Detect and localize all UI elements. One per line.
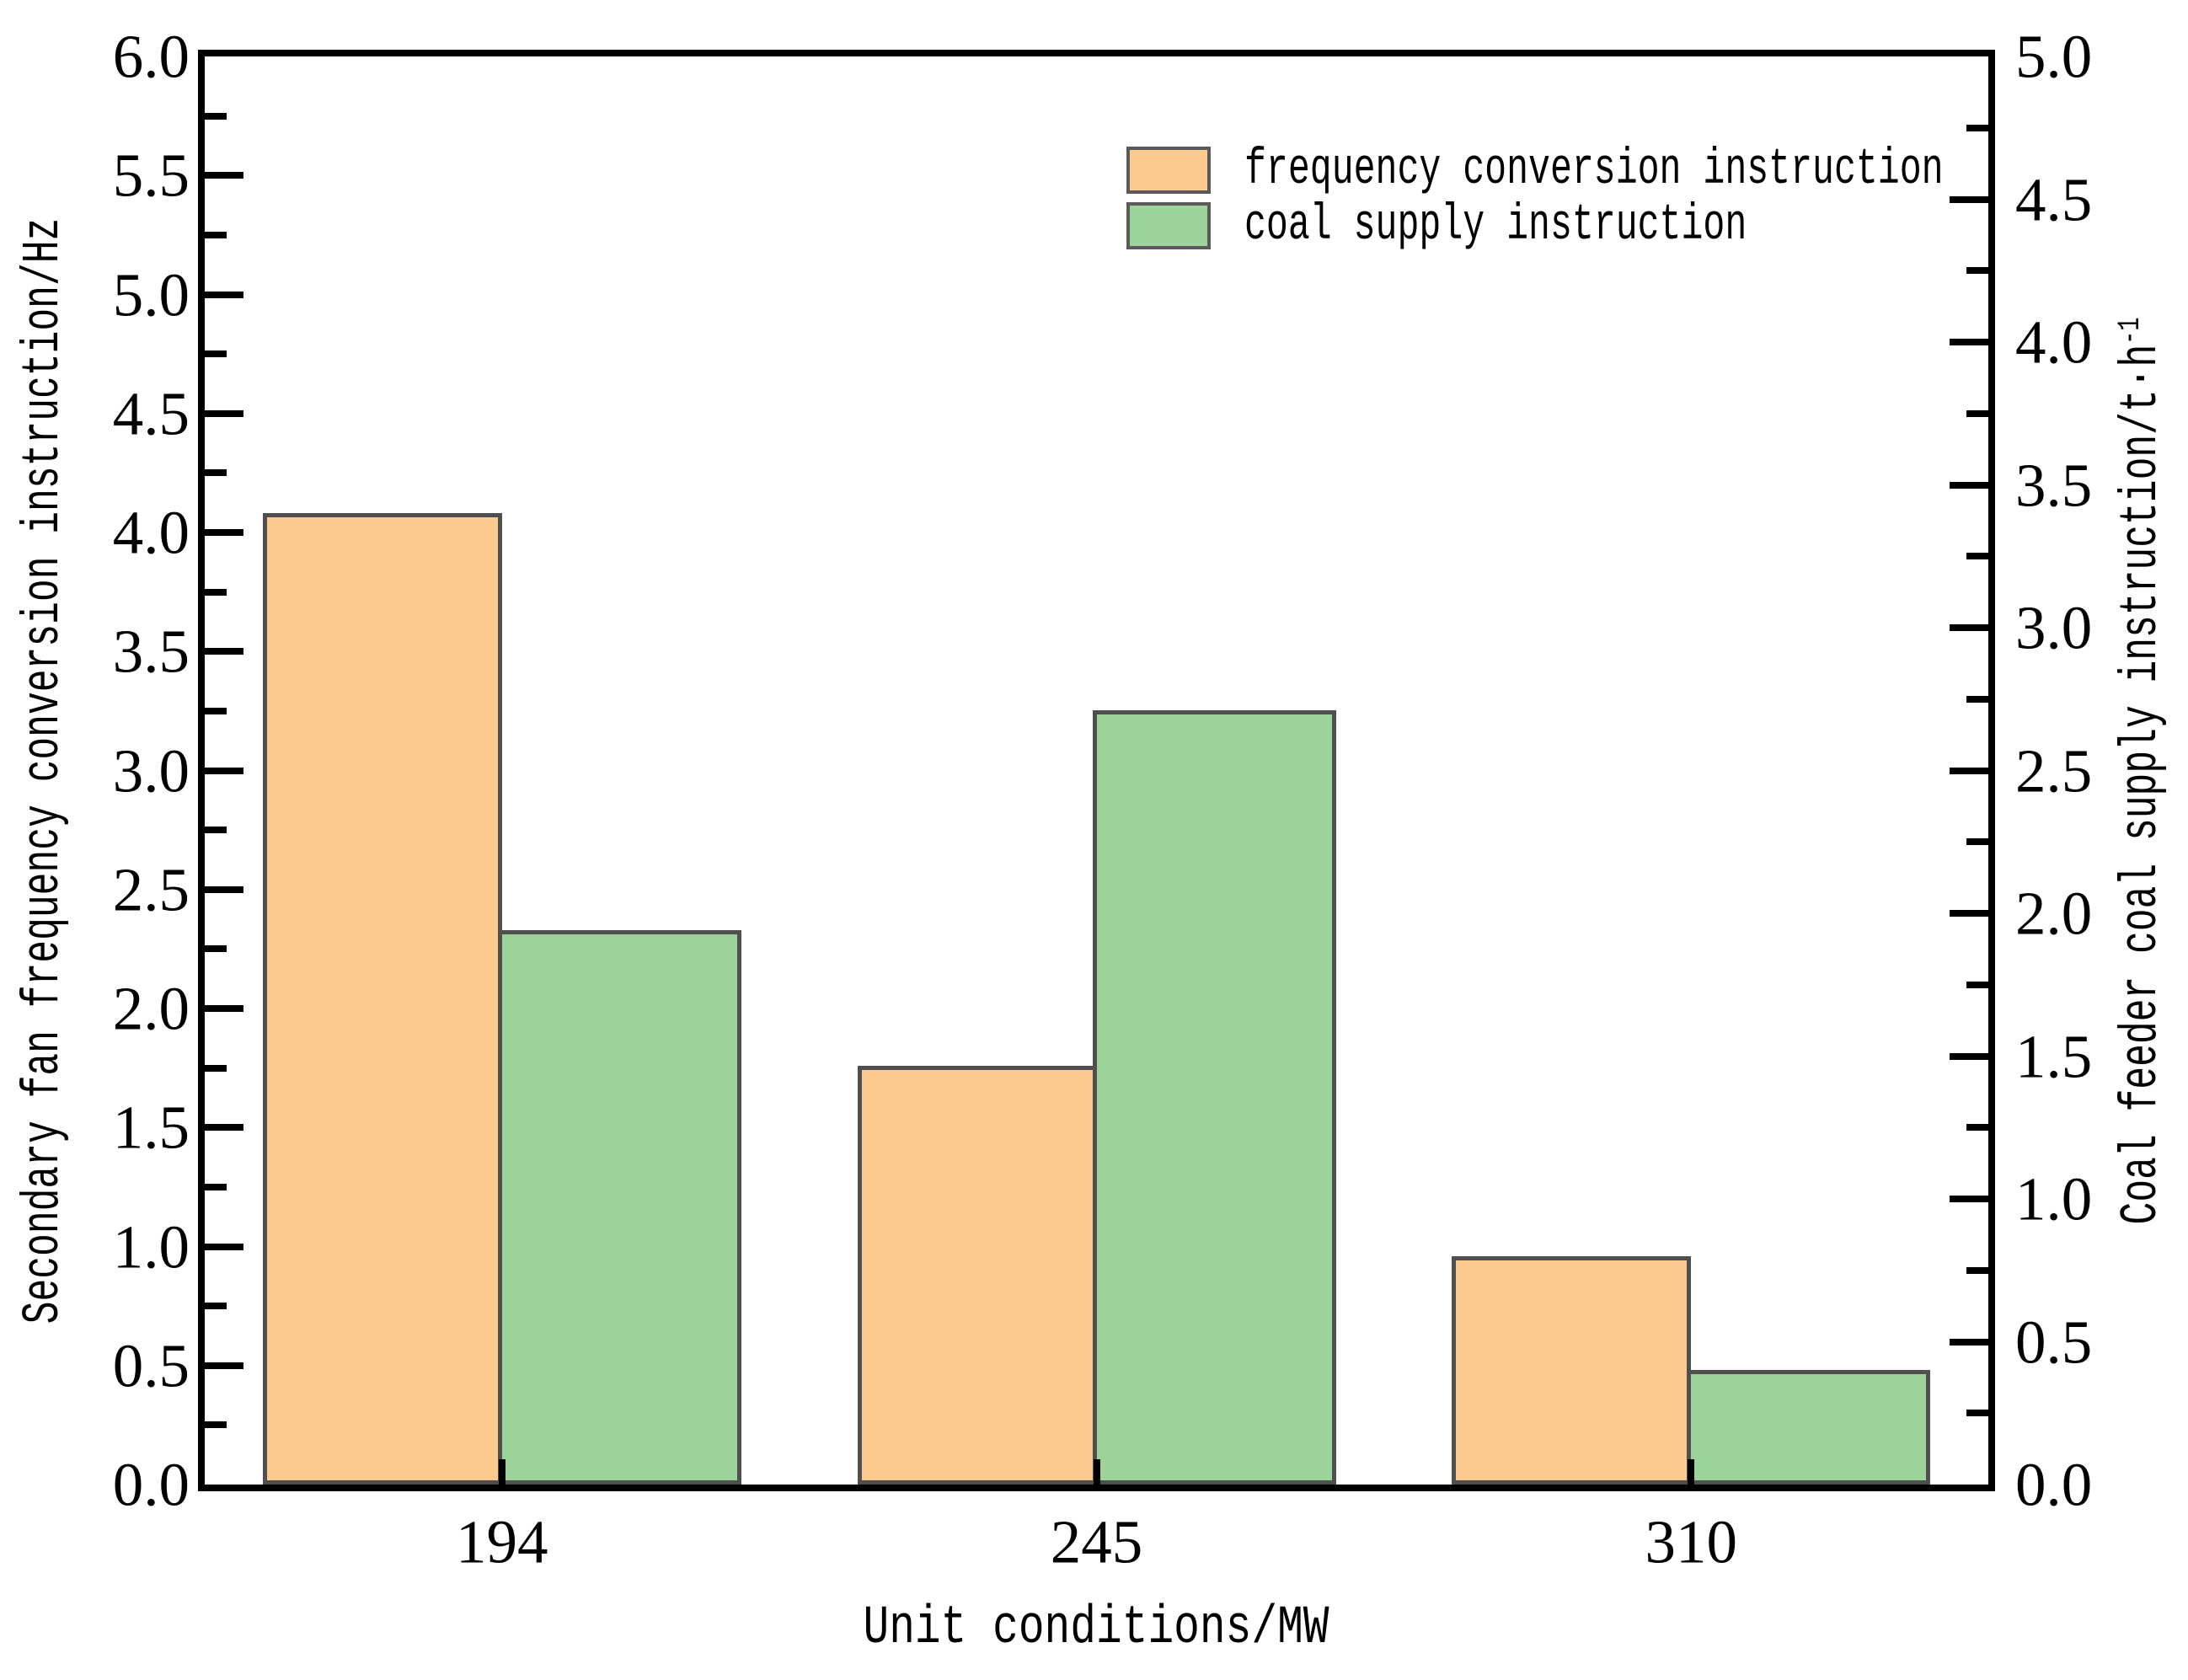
right-axis-tick-label-4.0: 4.0 (2015, 308, 2093, 377)
right-axis-tick-label-1.0: 1.0 (2015, 1164, 2093, 1233)
x-axis-tick-label-310: 310 (1645, 1507, 1737, 1576)
right-axis-title-text: Coal feeder coal supply instruction/t·h-… (2111, 317, 2171, 1225)
right-axis-tick-label-0.0: 0.0 (2015, 1450, 2093, 1519)
right-axis-tick-label-3.5: 3.5 (2015, 451, 2093, 519)
bar-frequency-conversion-instruction-194 (262, 513, 502, 1485)
bar-coal-supply-instruction-194 (497, 930, 741, 1485)
right-axis-title-base: Coal feeder coal supply instruction/t·h (2111, 344, 2172, 1225)
right-axis-tick-label-0.5: 0.5 (2015, 1308, 2093, 1376)
right-axis-tick-label-2.5: 2.5 (2015, 736, 2093, 805)
legend-label-coal-supply-instruction: coal supply instruction (1244, 197, 1747, 254)
legend-item-coal-supply-instruction: coal supply instruction (1126, 197, 1942, 254)
legend-swatch-coal-supply-instruction (1126, 202, 1211, 249)
x-axis-tick-label-245: 245 (1050, 1507, 1143, 1576)
left-axis-title-text: Secondary fan frequency conversion instr… (13, 217, 73, 1324)
x-axis-title-text: Unit conditions/MW (863, 1598, 1329, 1659)
bar-coal-supply-instruction-310 (1687, 1370, 1931, 1485)
x-axis-title: Unit conditions/MW (805, 1602, 1387, 1656)
right-axis-tick-label-3.0: 3.0 (2015, 593, 2093, 662)
right-axis-tick-label-5.0: 5.0 (2015, 22, 2093, 91)
right-axis-title: Coal feeder coal supply instruction/t·h-… (2111, 141, 2171, 1401)
bars-layer (205, 56, 1988, 1485)
x-axis-tick-label-194: 194 (456, 1507, 548, 1576)
legend-swatch-frequency-conversion-instruction (1126, 147, 1211, 194)
bar-frequency-conversion-instruction-310 (1452, 1255, 1692, 1485)
legend-item-frequency-conversion-instruction: frequency conversion instruction (1126, 142, 2188, 199)
bar-coal-supply-instruction-245 (1092, 710, 1336, 1485)
left-axis-title: Secondary fan frequency conversion instr… (13, 3, 73, 1538)
right-axis-tick-label-2.0: 2.0 (2015, 879, 2093, 948)
right-axis-title-superscript: -1 (2112, 317, 2148, 345)
right-axis-tick-label-1.5: 1.5 (2015, 1022, 2093, 1090)
bar-frequency-conversion-instruction-245 (857, 1065, 1097, 1485)
legend-label-frequency-conversion-instruction: frequency conversion instruction (1244, 142, 1944, 199)
